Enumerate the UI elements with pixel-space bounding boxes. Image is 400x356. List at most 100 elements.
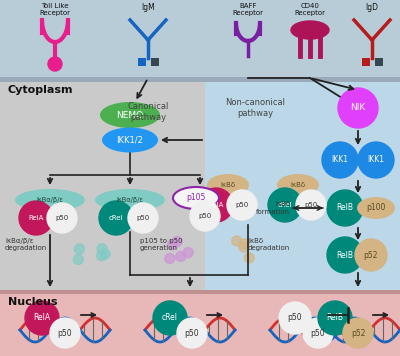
Text: p105 to p50
generation: p105 to p50 generation [140,238,182,251]
FancyBboxPatch shape [0,290,400,294]
Text: p50: p50 [304,202,318,208]
Text: RelA: RelA [208,202,224,208]
Text: Non-canonical
pathway: Non-canonical pathway [225,98,285,118]
Ellipse shape [291,21,329,39]
Text: IκBδ
formation: IκBδ formation [256,201,290,215]
Text: RelB: RelB [336,251,354,260]
Text: IκBδ: IκBδ [220,182,236,188]
Text: IKK1/2: IKK1/2 [116,136,144,145]
Circle shape [296,190,326,220]
Text: p50: p50 [198,213,212,219]
Circle shape [97,251,107,261]
Text: p50: p50 [235,202,249,208]
Circle shape [355,239,387,271]
Ellipse shape [102,127,158,152]
Circle shape [232,236,242,246]
Circle shape [279,302,311,334]
Circle shape [50,318,80,348]
FancyBboxPatch shape [151,58,159,66]
Text: IκBδ: IκBδ [290,182,306,188]
Text: p50: p50 [136,215,150,221]
Ellipse shape [207,174,249,196]
Circle shape [73,255,83,265]
Circle shape [343,318,373,348]
Circle shape [153,301,187,335]
Circle shape [199,188,233,222]
Circle shape [47,203,77,233]
Circle shape [177,318,207,348]
Circle shape [165,253,175,263]
FancyBboxPatch shape [0,77,400,82]
Circle shape [25,301,59,335]
Circle shape [74,244,84,254]
FancyBboxPatch shape [362,58,370,66]
Text: IKK1: IKK1 [332,156,348,164]
Ellipse shape [357,197,395,219]
Text: CD40
Receptor: CD40 Receptor [294,3,326,16]
FancyBboxPatch shape [375,58,383,66]
Circle shape [338,88,378,128]
Text: p50: p50 [55,215,69,221]
Circle shape [99,201,133,235]
Text: IκBδ
degradation: IκBδ degradation [248,238,290,251]
FancyBboxPatch shape [0,0,400,78]
Text: NIK: NIK [350,104,366,112]
Text: Cytoplasm: Cytoplasm [8,85,74,95]
Circle shape [227,190,257,220]
Circle shape [318,301,352,335]
Text: BAFF
Receptor: BAFF Receptor [232,3,264,16]
Text: Canonical
pathway: Canonical pathway [127,102,169,122]
Circle shape [128,203,158,233]
Circle shape [97,244,107,254]
Text: p105: p105 [186,194,206,203]
Circle shape [168,240,178,250]
Circle shape [190,201,220,231]
Circle shape [322,142,358,178]
Text: p100: p100 [366,204,386,213]
Text: p50: p50 [185,329,199,337]
Circle shape [100,249,110,259]
Text: IκBα/β/ε
degradation: IκBα/β/ε degradation [5,238,47,251]
FancyBboxPatch shape [0,290,400,356]
Ellipse shape [100,102,160,128]
Text: NEMO: NEMO [116,110,144,120]
Ellipse shape [95,189,165,211]
Circle shape [358,142,394,178]
Text: p50: p50 [58,329,72,337]
Circle shape [19,201,53,235]
Circle shape [327,237,363,273]
Text: IKK1: IKK1 [368,156,384,164]
Text: Toll Like
Receptor: Toll Like Receptor [40,3,70,16]
Circle shape [268,188,302,222]
Text: IκBα/β/ε: IκBα/β/ε [36,197,64,203]
Text: p50: p50 [288,314,302,323]
Circle shape [239,242,249,252]
Text: p52: p52 [364,251,378,260]
Circle shape [244,253,254,263]
Text: cRel: cRel [278,202,292,208]
Circle shape [48,57,62,71]
Text: RelA: RelA [28,215,44,221]
Text: RelA: RelA [34,314,50,323]
Circle shape [183,248,193,258]
FancyBboxPatch shape [0,78,205,290]
FancyBboxPatch shape [205,78,400,290]
Text: p50: p50 [311,329,325,337]
FancyBboxPatch shape [138,58,146,66]
Ellipse shape [277,174,319,196]
Ellipse shape [173,187,219,209]
Text: cRel: cRel [109,215,123,221]
Text: Nucleus: Nucleus [8,297,58,307]
Text: RelB: RelB [326,314,344,323]
Text: RelB: RelB [336,204,354,213]
Circle shape [327,190,363,226]
Text: IgM: IgM [141,3,155,12]
Text: IκBα/β/ε: IκBα/β/ε [116,197,144,203]
Text: IgD: IgD [366,3,378,12]
Circle shape [303,318,333,348]
Circle shape [176,251,186,261]
Text: p52: p52 [351,329,365,337]
Circle shape [240,239,250,249]
Circle shape [172,236,182,246]
Ellipse shape [15,189,85,211]
